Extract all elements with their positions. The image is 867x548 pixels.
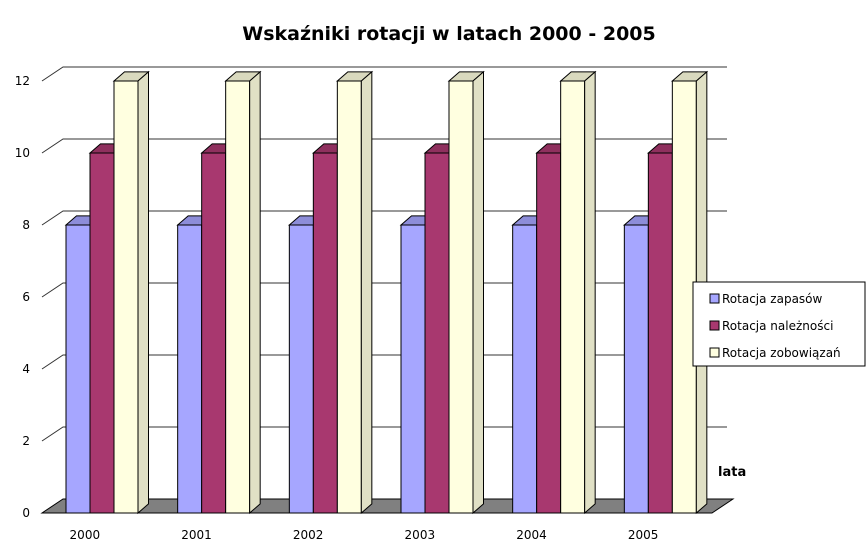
y-tick-label: 2 xyxy=(22,434,30,448)
bar-front xyxy=(336,80,362,514)
gridline xyxy=(41,66,727,82)
y-tick-label: 6 xyxy=(22,290,30,304)
bar-front xyxy=(448,80,474,514)
bars xyxy=(64,70,709,515)
bar-side xyxy=(249,70,261,515)
gridline xyxy=(41,354,727,370)
gridlines xyxy=(41,66,727,442)
bar-front xyxy=(65,224,91,514)
bar-front xyxy=(623,224,649,514)
x-axis-label: lata xyxy=(718,465,746,480)
bar-front xyxy=(536,152,562,514)
bar-front xyxy=(512,224,538,514)
gridline xyxy=(41,426,727,442)
legend-label: Rotacja zapasów xyxy=(722,292,823,306)
bar-front xyxy=(225,80,251,514)
y-tick-label: 10 xyxy=(15,146,30,160)
bar-front xyxy=(89,152,115,514)
y-tick-label: 0 xyxy=(22,506,30,520)
y-tick-labels: 0 2 4 6 8 10 12 xyxy=(15,74,30,520)
bar xyxy=(335,70,374,515)
bar-side xyxy=(472,70,484,515)
bar-front xyxy=(312,152,338,514)
x-tick-label: 2005 xyxy=(628,528,659,542)
legend-box xyxy=(692,281,866,367)
bar-side xyxy=(137,70,149,515)
bar-front xyxy=(424,152,450,514)
bar-side xyxy=(584,70,596,515)
x-tick-label: 2003 xyxy=(405,528,436,542)
bar xyxy=(112,70,150,515)
bar xyxy=(287,215,326,514)
bar-front xyxy=(560,80,586,514)
legend-label: Rotacja zobowiązań xyxy=(722,346,841,360)
bar xyxy=(311,143,350,514)
gridline xyxy=(41,282,727,298)
y-tick-label: 4 xyxy=(22,362,30,376)
y-tick-label: 12 xyxy=(15,74,30,88)
bar xyxy=(399,215,437,514)
x-tick-label: 2002 xyxy=(293,528,324,542)
legend-label: Rotacja należności xyxy=(722,319,833,333)
bar xyxy=(511,215,549,514)
gridline xyxy=(41,138,727,154)
bar xyxy=(423,143,461,514)
bar-side xyxy=(360,70,373,515)
bar-front xyxy=(288,224,314,514)
legend-swatch xyxy=(709,320,720,331)
x-tick-label: 2000 xyxy=(70,528,101,542)
legend: Rotacja zapasów Rotacja należności Rotacja… xyxy=(692,281,866,367)
x-tick-label: 2001 xyxy=(181,528,212,542)
bar xyxy=(646,143,685,514)
bar-front xyxy=(400,224,426,514)
bar-front xyxy=(647,152,673,514)
bar-front xyxy=(177,224,203,514)
bar-front xyxy=(201,152,227,514)
gridline xyxy=(41,210,727,226)
bar xyxy=(447,70,485,515)
chart-title: Wskaźniki rotacji w latach 2000 - 2005 xyxy=(242,23,656,45)
bar xyxy=(559,70,597,515)
bar-front xyxy=(113,80,139,514)
y-tick-label: 8 xyxy=(22,218,30,232)
bar xyxy=(224,70,262,515)
legend-swatch xyxy=(709,347,720,358)
x-tick-labels: 2000 2001 2002 2003 2004 2005 xyxy=(70,528,659,542)
x-tick-label: 2004 xyxy=(516,528,547,542)
legend-swatch xyxy=(709,293,720,304)
